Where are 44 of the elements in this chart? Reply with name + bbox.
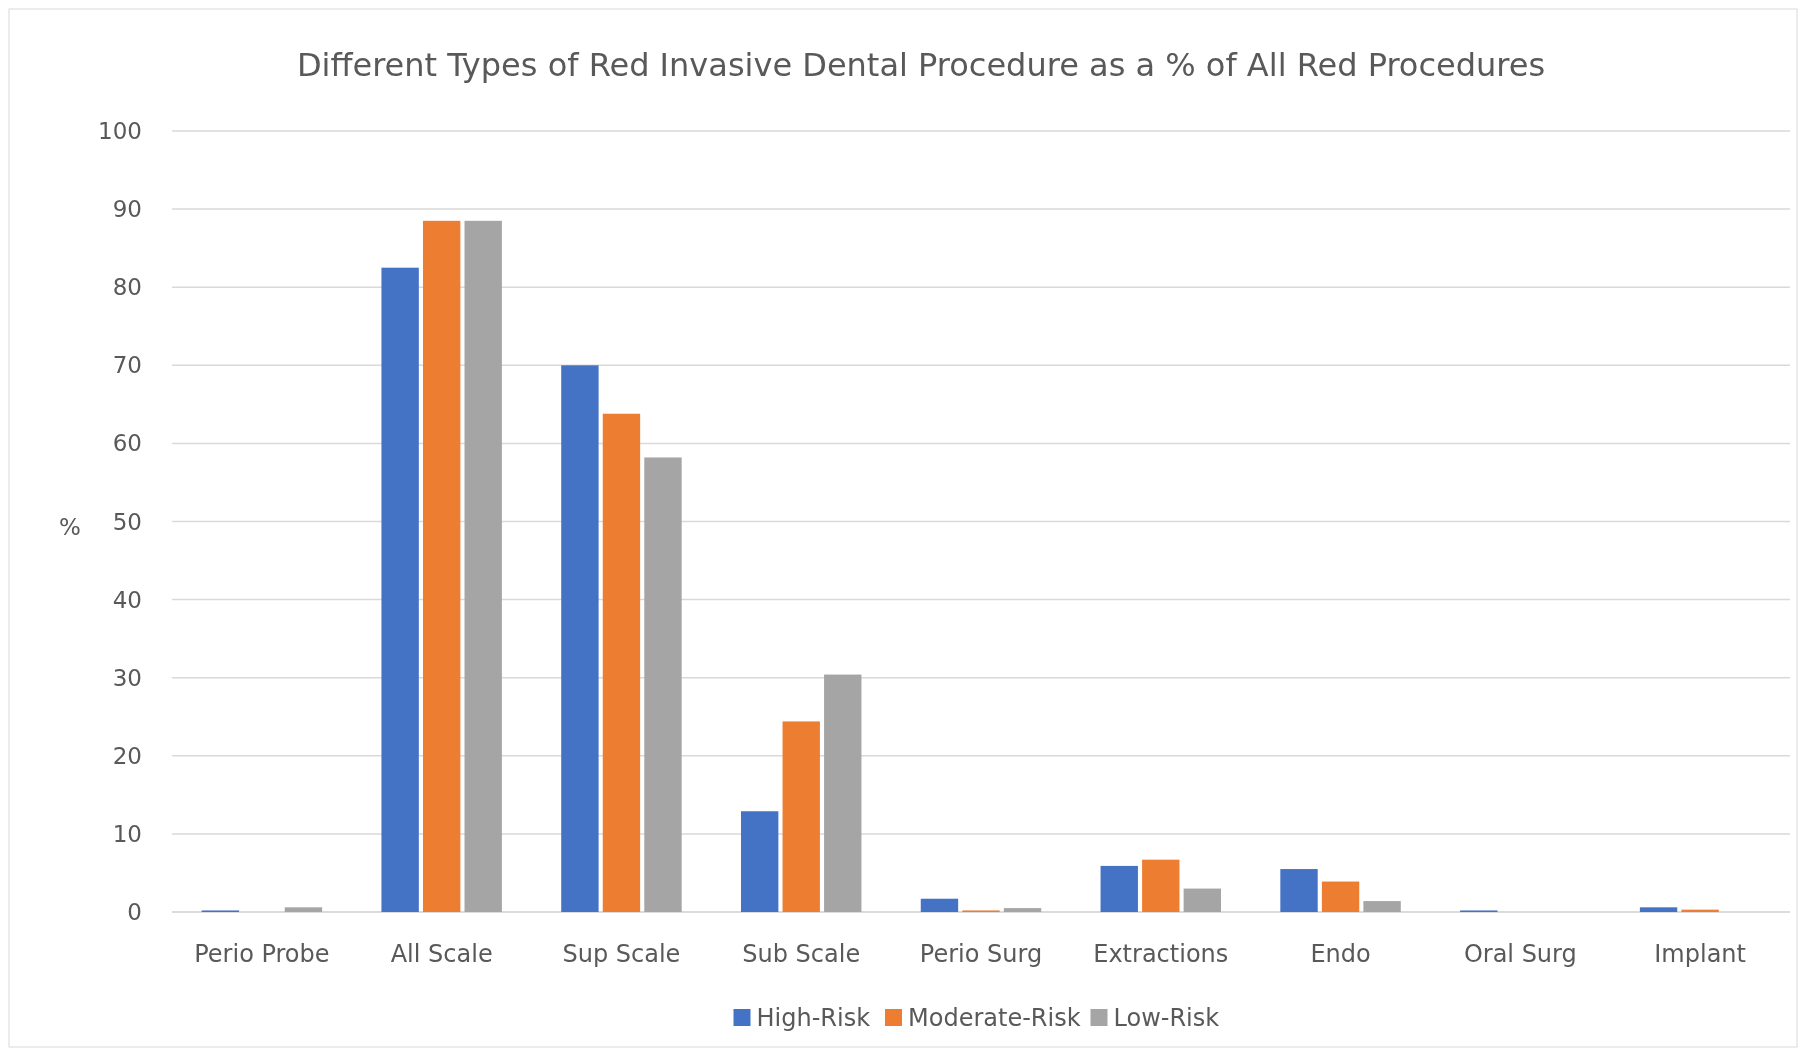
y-tick-label: 80 — [112, 274, 142, 301]
bar — [422, 220, 461, 912]
bar — [920, 898, 959, 912]
y-tick-label: 10 — [112, 820, 142, 847]
x-tick-label: All Scale — [390, 940, 493, 968]
y-tick-label: 90 — [112, 196, 142, 223]
legend-label: High-Risk — [756, 1004, 871, 1033]
y-tick-label: 100 — [98, 118, 142, 145]
bar — [644, 457, 682, 912]
y-tick-label: 50 — [112, 508, 142, 535]
y-tick-label: 60 — [112, 430, 142, 457]
bar — [602, 413, 641, 912]
bar — [1183, 888, 1221, 912]
bar — [824, 674, 862, 912]
x-tick-label: Sub Scale — [742, 940, 861, 968]
x-tick-label: Extractions — [1093, 940, 1229, 968]
bar — [561, 365, 599, 912]
y-tick-label: 0 — [127, 899, 142, 926]
bar — [464, 220, 502, 912]
y-tick-label: 30 — [112, 664, 142, 691]
legend-label: Moderate-Risk — [908, 1004, 1081, 1033]
bar — [1321, 881, 1360, 912]
bar — [1003, 908, 1042, 912]
y-tick-label: 40 — [112, 586, 142, 613]
x-tick-label: Implant — [1654, 940, 1746, 968]
x-tick-label: Perio Surg — [919, 940, 1043, 968]
bar — [381, 267, 419, 912]
legend-label: Low-Risk — [1113, 1004, 1220, 1033]
bar — [1100, 865, 1138, 912]
y-tick-label: 70 — [112, 352, 142, 379]
bar — [1142, 859, 1180, 912]
bar — [1280, 869, 1318, 912]
bar — [1363, 901, 1401, 912]
y-axis-title: % — [59, 513, 81, 540]
x-tick-label: Perio Probe — [194, 940, 330, 968]
x-tick-label: Endo — [1310, 940, 1371, 968]
x-tick-label: Sup Scale — [562, 940, 681, 968]
bar — [782, 721, 820, 912]
x-tick-label: Oral Surg — [1463, 940, 1577, 968]
bar — [1639, 907, 1678, 912]
bar — [284, 907, 323, 912]
chart-title: Different Types of Red Invasive Dental Procedure as a % of All Red Procedures — [296, 46, 1546, 84]
y-tick-label: 20 — [112, 742, 142, 769]
bar — [741, 811, 779, 912]
